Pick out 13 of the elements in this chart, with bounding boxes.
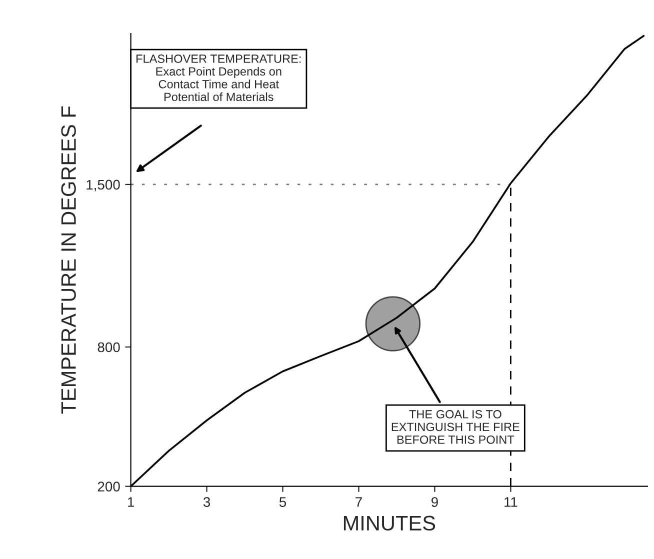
x-tick-label: 3 <box>203 497 210 507</box>
y-tick-label: 1,500 <box>86 180 120 192</box>
annotation: THE GOAL IS TO EXTINGUISH THE FIRE BEFORE THIS POINT <box>392 410 520 444</box>
x-tick-label: 1 <box>128 497 134 507</box>
y-axis-title: TEMPERATURE IN DEGREES F <box>61 106 76 414</box>
x-tick-label: 5 <box>279 497 286 507</box>
x-tick-label: 11 <box>504 497 518 507</box>
y-tick-label: 200 <box>98 482 120 492</box>
annotation: FLASHOVER TEMPERATURE: Exact Point Depends on Contact Time and Heat Potential of Materials <box>136 54 301 102</box>
x-tick-label: 7 <box>356 497 362 507</box>
y-tick-label: 800 <box>98 342 120 352</box>
x-axis-title: MINUTES <box>344 516 436 531</box>
x-tick-label: 9 <box>432 497 438 507</box>
